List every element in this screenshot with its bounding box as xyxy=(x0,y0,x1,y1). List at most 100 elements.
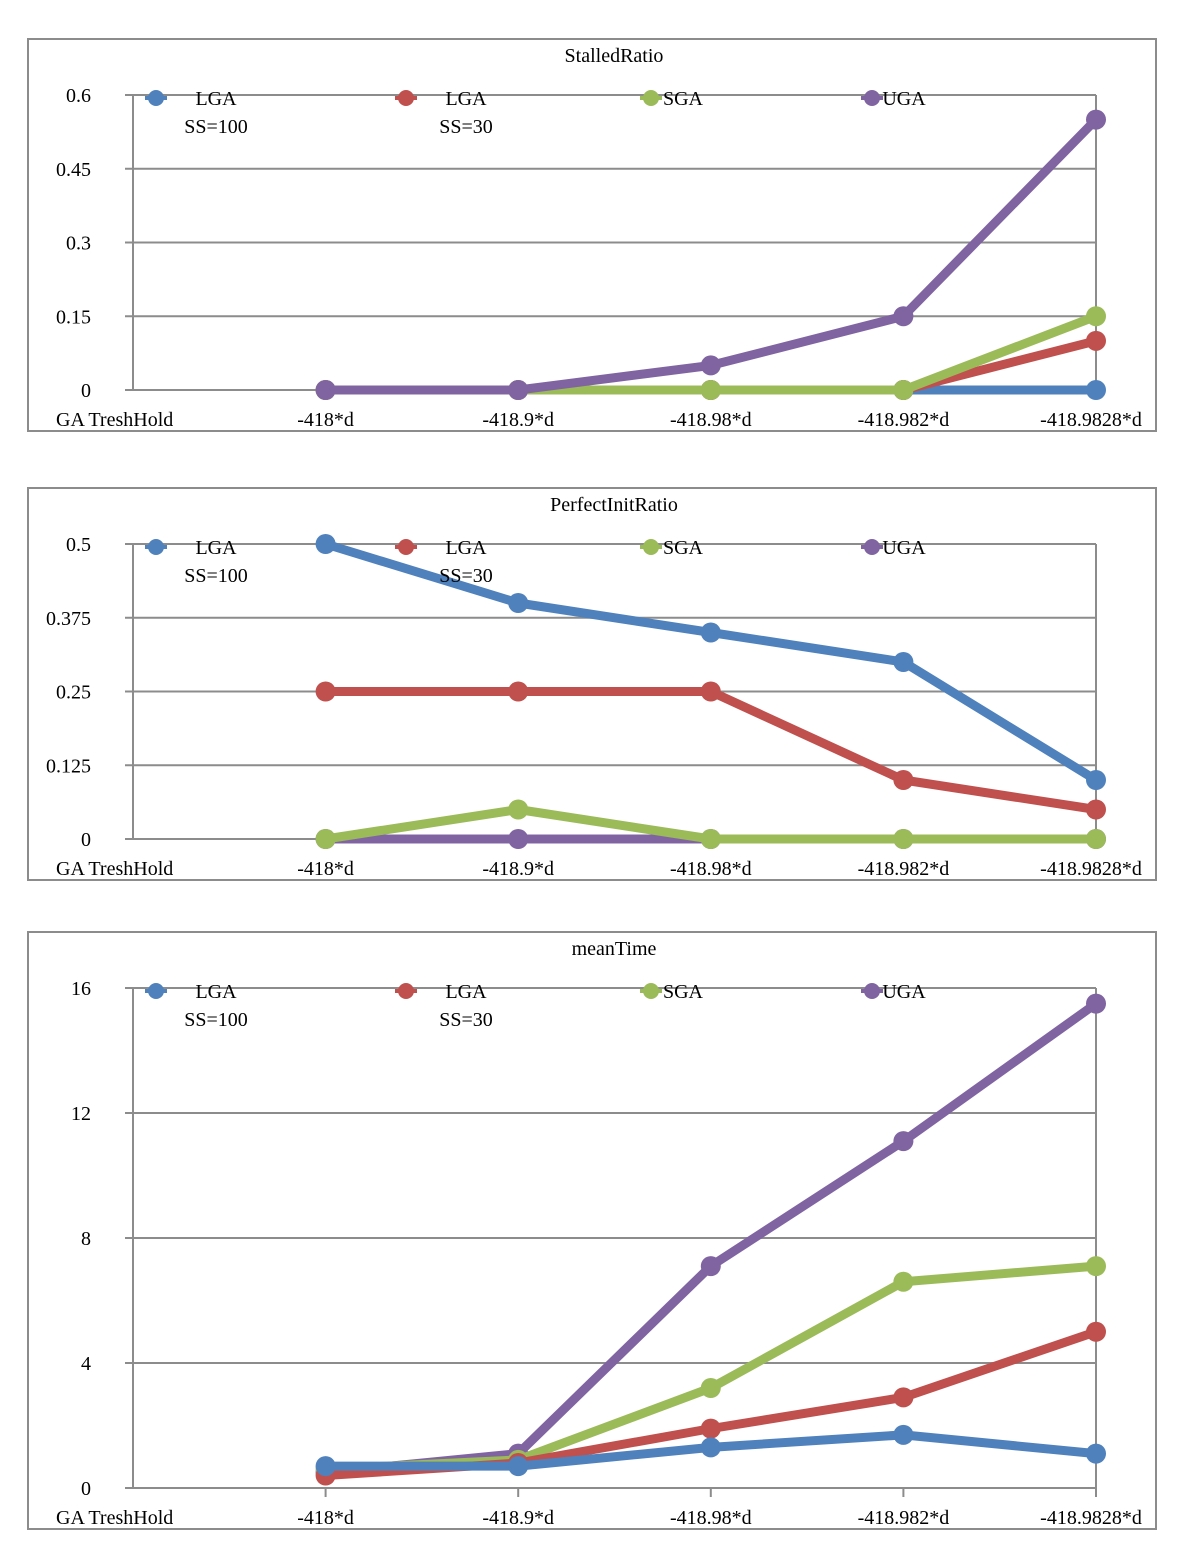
data-point xyxy=(1086,306,1106,327)
mean-time-chart: meanTime GA TreshHold 0 4 8 12 16 -418*d -418.… xyxy=(27,931,1157,1530)
y-tick-label: 0.45 xyxy=(56,159,91,181)
data-point xyxy=(893,652,914,672)
series-uga xyxy=(315,109,1106,400)
x-tick-label: -418.9828*d xyxy=(1040,1507,1142,1529)
data-point xyxy=(315,1456,336,1477)
series xyxy=(315,534,1106,849)
y-axis-ticks: 0 4 8 12 16 xyxy=(71,978,133,1500)
data-point xyxy=(893,380,914,400)
data-point xyxy=(700,681,721,702)
legend-swatch-marker xyxy=(864,983,880,999)
data-point xyxy=(700,829,721,849)
x-tick-label: -418.9*d xyxy=(482,1507,554,1529)
legend-label: SS=100 xyxy=(184,1009,248,1031)
data-point xyxy=(700,1256,721,1277)
series-lga-ss-100 xyxy=(315,534,1106,790)
x-axis-ticks: -418*d -418.9*d -418.98*d -418.982*d -418.98… xyxy=(297,839,1142,880)
legend-label: LGA xyxy=(195,537,237,559)
y-axis-ticks: 0 0.125 0.25 0.375 0.5 xyxy=(46,534,133,851)
data-point xyxy=(1086,829,1106,849)
legend-label: LGA xyxy=(445,88,487,110)
x-axis-ticks: -418*d -418.9*d -418.98*d -418.982*d -418.98… xyxy=(297,1488,1142,1529)
data-point xyxy=(700,1437,721,1458)
legend: LGA SS=100 LGA SS=30 SGA UGA xyxy=(145,537,926,587)
legend-item-uga: UGA xyxy=(861,88,926,110)
data-point xyxy=(893,1387,914,1408)
data-point xyxy=(1086,380,1106,400)
y-tick-label: 8 xyxy=(81,1228,91,1250)
perfect-init-ratio-plot: PerfectInitRatio GA TreshHold 0 0.125 0.25… xyxy=(46,494,1142,880)
series-line xyxy=(321,115,1101,395)
y-tick-label: 0.125 xyxy=(46,755,91,777)
category-axis-label: GA TreshHold xyxy=(56,409,173,431)
legend-label: SS=30 xyxy=(439,116,493,138)
y-tick-label: 0.15 xyxy=(56,306,91,328)
y-tick-label: 0 xyxy=(81,380,91,402)
data-point xyxy=(315,534,336,554)
data-point xyxy=(893,1424,914,1445)
x-tick-label: -418.98*d xyxy=(670,858,752,880)
data-point xyxy=(315,380,336,400)
legend-label: SS=30 xyxy=(439,565,493,587)
data-point xyxy=(315,829,336,849)
mean-time-plot: meanTime GA TreshHold 0 4 8 12 16 -418*d -418.… xyxy=(56,938,1142,1529)
legend-swatch-marker xyxy=(148,539,164,555)
legend-label: SGA xyxy=(663,88,704,110)
legend-label: UGA xyxy=(882,537,926,559)
y-tick-label: 4 xyxy=(81,1353,91,1375)
data-point xyxy=(700,355,721,376)
data-point xyxy=(700,1418,721,1439)
y-tick-label: 0 xyxy=(81,1478,91,1500)
y-axis-ticks: 0 0.15 0.3 0.45 0.6 xyxy=(56,85,133,402)
x-tick-label: -418.982*d xyxy=(858,1507,950,1529)
y-tick-label: 0.5 xyxy=(66,534,91,556)
chart-title: PerfectInitRatio xyxy=(550,494,678,516)
data-point xyxy=(893,829,914,849)
data-point xyxy=(1086,109,1106,130)
x-tick-label: -418.9828*d xyxy=(1040,858,1142,880)
legend-item-lga-ss-30: LGA SS=30 xyxy=(395,981,493,1031)
data-point xyxy=(315,681,336,702)
legend-item-uga: UGA xyxy=(861,981,926,1003)
legend-item-lga-ss-100: LGA SS=100 xyxy=(145,537,248,587)
chart-title: StalledRatio xyxy=(565,45,664,67)
legend-swatch-marker xyxy=(148,90,164,106)
legend-item-lga-ss-100: LGA SS=100 xyxy=(145,981,248,1031)
gridlines xyxy=(133,94,1096,391)
series xyxy=(315,109,1106,400)
stalled-ratio-plot: StalledRatio GA TreshHold 0 0.15 0.3 0.45 0.… xyxy=(56,45,1142,431)
legend-swatch-marker xyxy=(864,539,880,555)
legend-label: UGA xyxy=(882,981,926,1003)
legend-swatch-marker xyxy=(398,983,414,999)
legend-swatch-marker xyxy=(643,90,659,106)
legend-label: SGA xyxy=(663,981,704,1003)
data-point xyxy=(700,1378,721,1398)
series xyxy=(315,993,1106,1486)
series-line xyxy=(321,311,1101,395)
data-point xyxy=(508,829,529,849)
y-tick-label: 0.375 xyxy=(46,608,91,630)
x-tick-label: -418.982*d xyxy=(858,409,950,431)
x-tick-label: -418.98*d xyxy=(670,1507,752,1529)
legend: LGA SS=100 LGA SS=30 SGA UGA xyxy=(145,88,926,138)
legend-label: LGA xyxy=(445,537,487,559)
stalled-ratio-chart: StalledRatio GA TreshHold 0 0.15 0.3 0.45 0.… xyxy=(27,38,1157,432)
data-point xyxy=(508,593,529,613)
x-tick-label: -418.9*d xyxy=(482,409,554,431)
legend-label: SS=100 xyxy=(184,565,248,587)
x-tick-label: -418.9*d xyxy=(482,858,554,880)
legend-swatch-marker xyxy=(643,539,659,555)
data-point xyxy=(1086,1321,1106,1342)
y-tick-label: 0.3 xyxy=(66,233,91,255)
x-axis-ticks: -418*d -418.9*d -418.98*d -418.982*d -418.98… xyxy=(297,390,1142,431)
data-point xyxy=(700,380,721,400)
legend-label: LGA xyxy=(195,981,237,1003)
legend-item-lga-ss-30: LGA SS=30 xyxy=(395,88,493,138)
data-point xyxy=(893,770,914,790)
category-axis-label: GA TreshHold xyxy=(56,858,173,880)
y-tick-label: 16 xyxy=(71,978,91,1000)
legend-item-lga-ss-100: LGA SS=100 xyxy=(145,88,248,138)
x-tick-label: -418.9828*d xyxy=(1040,409,1142,431)
legend-swatch-marker xyxy=(148,983,164,999)
legend-swatch-marker xyxy=(864,90,880,106)
